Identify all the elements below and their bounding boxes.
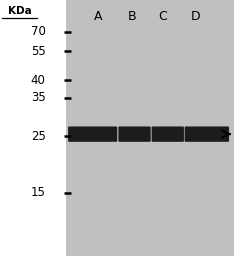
- FancyBboxPatch shape: [185, 126, 229, 142]
- FancyBboxPatch shape: [68, 126, 117, 142]
- Text: 55: 55: [31, 45, 46, 58]
- Text: 25: 25: [31, 130, 46, 143]
- Text: KDa: KDa: [8, 6, 32, 16]
- Text: 70: 70: [31, 25, 46, 38]
- Text: C: C: [158, 10, 167, 23]
- Text: 35: 35: [31, 91, 46, 104]
- FancyBboxPatch shape: [118, 126, 151, 142]
- Text: A: A: [94, 10, 102, 23]
- Bar: [66, 0, 234, 256]
- FancyBboxPatch shape: [152, 126, 184, 142]
- Text: 15: 15: [31, 186, 46, 199]
- Text: B: B: [128, 10, 136, 23]
- Text: 40: 40: [31, 74, 46, 87]
- Text: D: D: [190, 10, 200, 23]
